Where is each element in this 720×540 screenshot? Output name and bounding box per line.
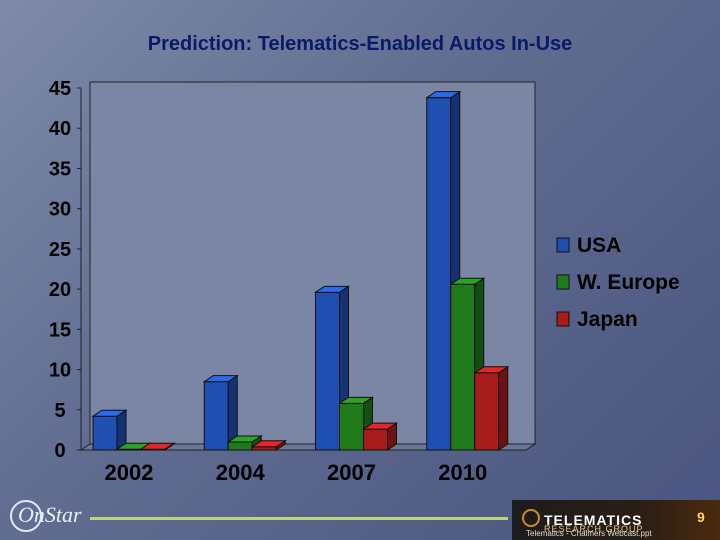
bar-top bbox=[473, 366, 510, 374]
bar-top bbox=[250, 440, 287, 448]
x-tick-label: 2004 bbox=[216, 460, 266, 485]
bar-front bbox=[92, 415, 118, 451]
bar bbox=[473, 365, 510, 451]
bar bbox=[250, 439, 287, 451]
bar-top bbox=[91, 409, 128, 417]
file-name: Telematics - Chalmers Webcast.ppt bbox=[526, 529, 652, 538]
y-tick-label: 25 bbox=[49, 239, 71, 261]
legend-label: Japan bbox=[577, 308, 638, 331]
x-tick-label: 2007 bbox=[327, 460, 376, 485]
y-tick-label: 10 bbox=[49, 360, 71, 382]
bar bbox=[139, 442, 176, 451]
bar-front bbox=[339, 402, 364, 451]
bar-top bbox=[449, 277, 486, 285]
legend-swatch bbox=[556, 237, 570, 253]
plot-area: 0 5 10 15 20 25 30 35 40 45 2002 2004 2007 2010 bbox=[49, 78, 537, 485]
bar-front bbox=[315, 291, 340, 451]
legend-swatch bbox=[556, 274, 570, 290]
bar-top bbox=[313, 285, 351, 293]
crosshair-icon bbox=[522, 509, 540, 527]
y-tick-label: 40 bbox=[49, 118, 71, 140]
bar-front bbox=[363, 428, 388, 451]
bar-front bbox=[203, 381, 229, 451]
y-tick-label: 20 bbox=[49, 279, 71, 301]
chart-title: Prediction: Telematics-Enabled Autos In-… bbox=[148, 33, 573, 55]
legend-label: USA bbox=[577, 234, 621, 257]
bar-front bbox=[450, 283, 476, 451]
y-tick-label: 45 bbox=[49, 78, 71, 100]
bar bbox=[425, 90, 462, 451]
x-tick-label: 2002 bbox=[105, 460, 154, 485]
y-tick-label: 35 bbox=[49, 158, 71, 180]
legend-swatch bbox=[556, 311, 570, 327]
bar-top bbox=[425, 91, 462, 99]
bar bbox=[91, 409, 128, 451]
legend: USA W. Europe Japan bbox=[556, 234, 680, 331]
y-tick-label: 5 bbox=[54, 400, 65, 422]
logo-ring-icon bbox=[10, 500, 42, 532]
bar-front bbox=[474, 372, 500, 451]
bar-front bbox=[227, 441, 253, 451]
logo-text: OnStar bbox=[18, 502, 82, 527]
onstar-logo: OnStar bbox=[8, 500, 88, 534]
y-tick-label: 0 bbox=[54, 440, 65, 462]
bar-top bbox=[202, 375, 239, 383]
y-tick-label: 30 bbox=[49, 199, 71, 221]
legend-label: W. Europe bbox=[577, 271, 680, 294]
bar-front bbox=[426, 97, 452, 451]
bar-top bbox=[226, 435, 263, 443]
brand-panel bbox=[512, 500, 720, 540]
y-tick-label: 15 bbox=[49, 319, 71, 341]
brand-subtitle: RESEARCH GROUP bbox=[544, 524, 644, 534]
page-number: 9 bbox=[697, 509, 705, 525]
bar-side bbox=[498, 365, 509, 451]
bar-top bbox=[139, 442, 176, 450]
brand-title: TELEMATICS bbox=[544, 512, 643, 528]
bar bbox=[313, 285, 351, 451]
footer-divider bbox=[90, 517, 508, 520]
bar bbox=[361, 422, 399, 451]
x-tick-label: 2010 bbox=[438, 460, 487, 485]
bar-top bbox=[361, 422, 399, 430]
bar bbox=[449, 277, 486, 451]
bar-top bbox=[337, 396, 375, 404]
